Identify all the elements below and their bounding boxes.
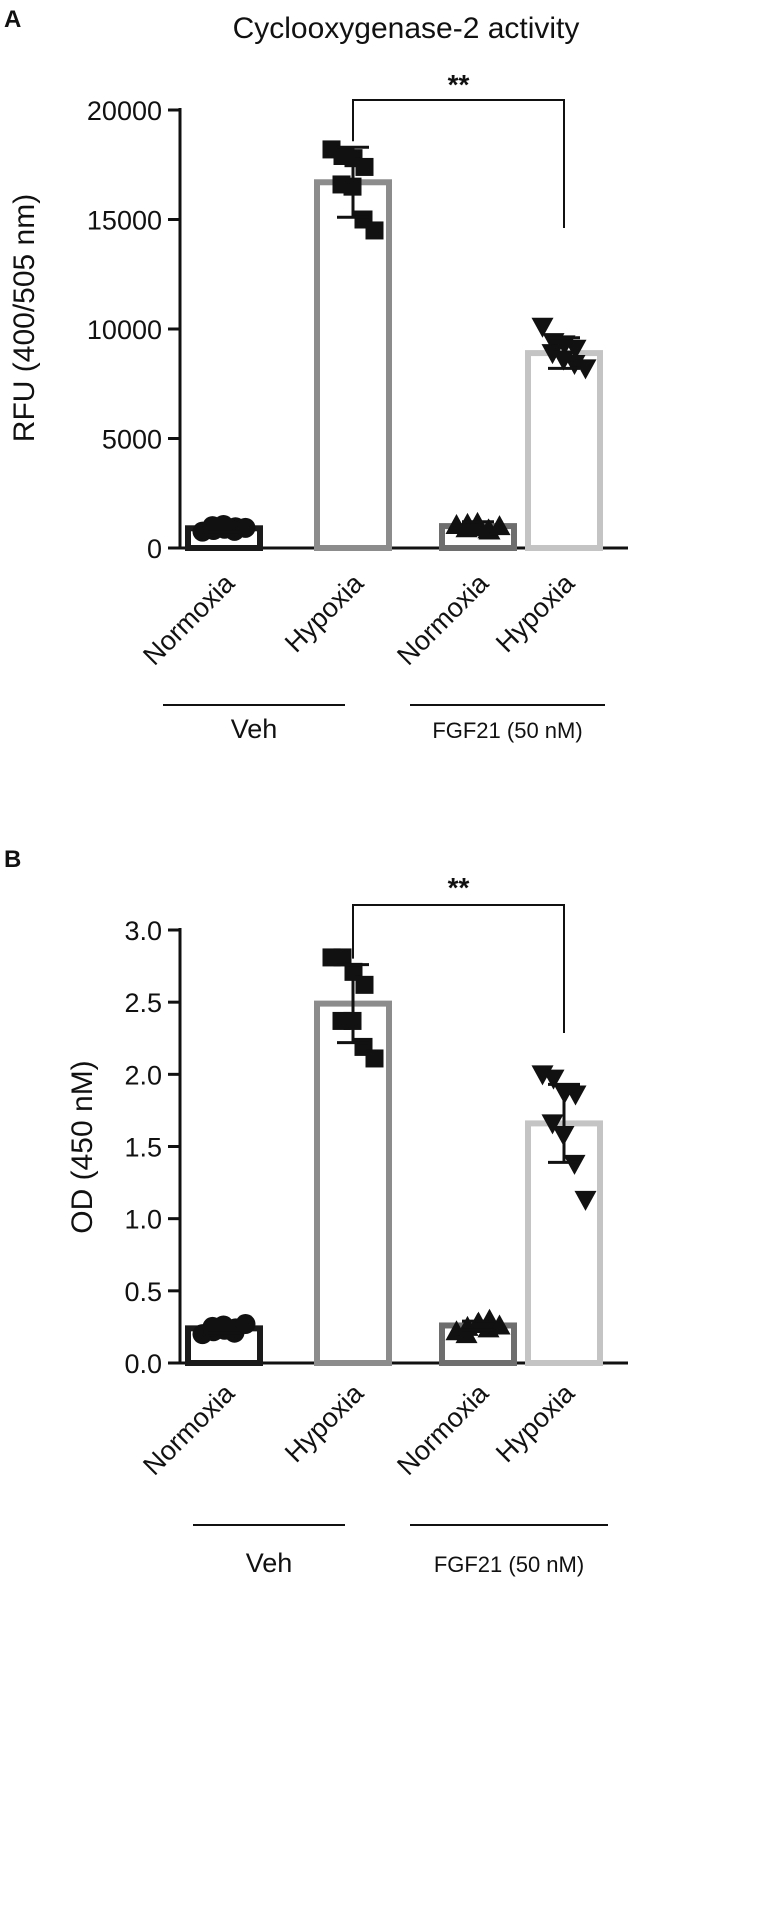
category-label: Normoxia xyxy=(137,567,241,671)
chart-title: Cyclooxygenase-2 activity xyxy=(233,12,580,45)
data-point xyxy=(333,948,352,967)
y-tick-label: 10000 xyxy=(87,315,162,345)
category-label: Hypoxia xyxy=(490,1377,581,1468)
y-tick-label: 3.0 xyxy=(124,916,162,946)
data-point xyxy=(235,517,256,538)
data-point xyxy=(355,975,374,994)
data-point xyxy=(235,1314,256,1335)
category-label: Hypoxia xyxy=(279,567,370,658)
data-point xyxy=(541,1114,564,1135)
y-tick-label: 5000 xyxy=(102,425,162,455)
category-label: Normoxia xyxy=(391,567,495,671)
panel-letter: A xyxy=(4,6,21,33)
data-point xyxy=(355,157,374,176)
data-point xyxy=(455,1323,478,1344)
data-point xyxy=(531,317,554,338)
category-label: Normoxia xyxy=(391,1377,495,1481)
data-point xyxy=(365,221,384,240)
panel-letter: B xyxy=(4,846,21,873)
significance-bracket xyxy=(352,904,565,1033)
y-tick-label: 15000 xyxy=(87,206,162,236)
data-point xyxy=(574,1190,597,1211)
data-point xyxy=(541,344,564,365)
category-label: Normoxia xyxy=(137,1377,241,1481)
y-tick-label: 1.5 xyxy=(124,1133,162,1163)
data-point xyxy=(542,1069,565,1090)
significance-bracket xyxy=(352,99,565,228)
data-point xyxy=(564,339,587,360)
significance-label: ** xyxy=(448,872,470,903)
y-tick-label: 0 xyxy=(147,534,162,564)
y-axis-label: RFU (400/505 nm) xyxy=(8,194,41,442)
y-tick-label: 2.0 xyxy=(124,1060,162,1090)
category-label: Hypoxia xyxy=(279,1377,370,1468)
data-point xyxy=(564,1085,587,1106)
data-point xyxy=(455,517,478,538)
bar xyxy=(525,350,603,551)
group-label: FGF21 (50 nM) xyxy=(432,718,582,743)
y-tick-label: 0.0 xyxy=(124,1349,162,1379)
category-label: Hypoxia xyxy=(490,567,581,658)
group-label: FGF21 (50 nM) xyxy=(434,1552,584,1577)
y-tick-label: 20000 xyxy=(87,96,162,126)
group-label: Veh xyxy=(231,714,278,744)
y-tick-label: 1.0 xyxy=(124,1205,162,1235)
y-tick-label: 0.5 xyxy=(124,1277,162,1307)
group-label: Veh xyxy=(246,1548,293,1578)
significance-label: ** xyxy=(448,69,470,100)
data-point xyxy=(563,1154,586,1175)
data-point xyxy=(365,1049,384,1068)
data-point xyxy=(574,359,597,380)
y-axis-label: OD (450 nM) xyxy=(66,1060,99,1233)
y-tick-label: 2.5 xyxy=(124,988,162,1018)
